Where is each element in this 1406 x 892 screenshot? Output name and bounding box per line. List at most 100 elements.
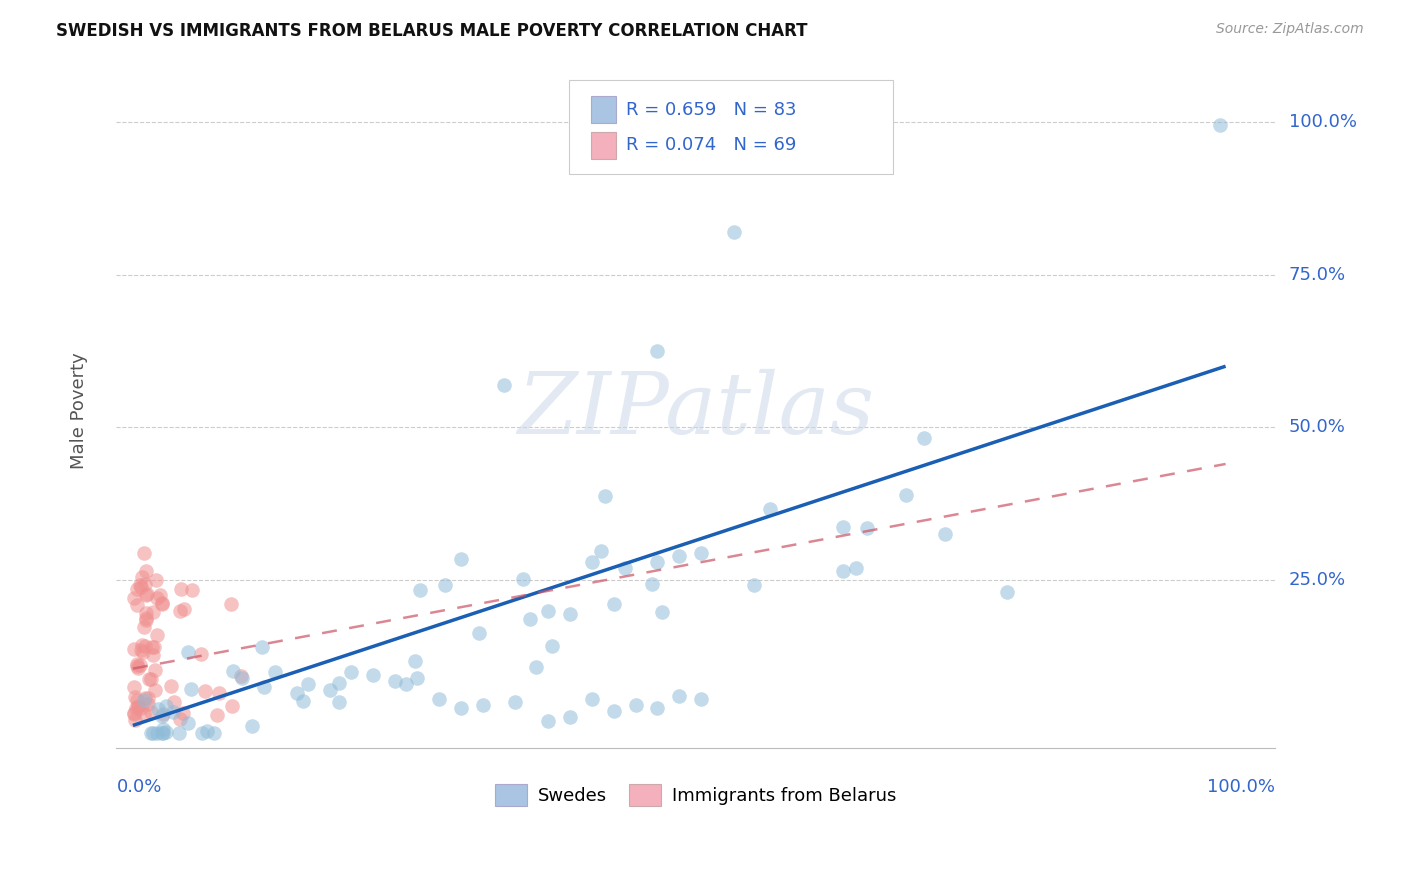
Point bbox=[409, 582, 432, 597]
Point bbox=[537, 604, 560, 618]
Point bbox=[124, 690, 146, 705]
Point bbox=[135, 613, 157, 627]
Point bbox=[160, 679, 183, 693]
Point bbox=[581, 555, 603, 569]
Point bbox=[143, 640, 166, 654]
Point bbox=[152, 725, 174, 739]
Point bbox=[138, 672, 160, 686]
Point bbox=[505, 695, 527, 709]
Point bbox=[340, 665, 363, 679]
Point bbox=[129, 580, 152, 594]
Point bbox=[602, 705, 624, 719]
Point bbox=[152, 723, 174, 737]
Point bbox=[668, 689, 690, 703]
Point bbox=[190, 647, 212, 661]
Point bbox=[221, 698, 243, 713]
Point bbox=[135, 564, 157, 578]
Point bbox=[124, 700, 146, 714]
Point bbox=[285, 686, 308, 700]
Point bbox=[624, 698, 647, 713]
Point bbox=[124, 642, 146, 657]
Point bbox=[141, 640, 163, 654]
Point bbox=[651, 605, 673, 619]
Point bbox=[134, 577, 156, 591]
Point bbox=[252, 640, 274, 655]
Point bbox=[832, 564, 855, 578]
Point bbox=[427, 692, 450, 706]
Point bbox=[136, 697, 159, 711]
Point bbox=[912, 430, 935, 444]
Point bbox=[169, 725, 191, 739]
Point bbox=[995, 585, 1018, 599]
Point bbox=[328, 675, 350, 690]
Point bbox=[150, 596, 173, 610]
Text: R = 0.659   N = 83: R = 0.659 N = 83 bbox=[626, 101, 796, 119]
Point bbox=[172, 706, 194, 721]
Point bbox=[558, 607, 581, 621]
Point bbox=[613, 561, 636, 575]
Point bbox=[434, 578, 457, 592]
Point bbox=[169, 582, 191, 596]
Point bbox=[593, 490, 616, 504]
Point bbox=[169, 604, 191, 618]
Point bbox=[406, 671, 429, 685]
Point bbox=[1209, 118, 1232, 132]
Point bbox=[146, 702, 169, 716]
Point bbox=[384, 673, 406, 688]
Point bbox=[229, 669, 252, 683]
Point bbox=[647, 701, 669, 715]
Point bbox=[177, 715, 200, 730]
Point bbox=[136, 691, 159, 706]
Point bbox=[129, 700, 152, 714]
Point bbox=[124, 713, 146, 727]
Point bbox=[127, 661, 149, 675]
Point bbox=[152, 597, 174, 611]
Point bbox=[647, 554, 669, 568]
Point bbox=[141, 672, 163, 686]
Point bbox=[177, 645, 200, 659]
Point bbox=[581, 692, 603, 706]
Point bbox=[141, 605, 163, 619]
Point bbox=[127, 699, 149, 714]
Point bbox=[240, 718, 263, 732]
Point bbox=[145, 725, 167, 739]
Point bbox=[894, 488, 917, 502]
Point bbox=[163, 695, 186, 709]
Point bbox=[541, 639, 564, 653]
Point bbox=[155, 699, 177, 714]
Point bbox=[253, 680, 276, 694]
Text: SWEDISH VS IMMIGRANTS FROM BELARUS MALE POVERTY CORRELATION CHART: SWEDISH VS IMMIGRANTS FROM BELARUS MALE … bbox=[56, 22, 807, 40]
Point bbox=[142, 725, 165, 739]
Point bbox=[934, 527, 956, 541]
Point bbox=[132, 545, 155, 559]
Point bbox=[207, 708, 229, 723]
Point bbox=[856, 521, 879, 535]
Point bbox=[125, 692, 148, 706]
Point bbox=[194, 683, 217, 698]
Point bbox=[328, 694, 350, 708]
Point bbox=[723, 225, 745, 239]
Point bbox=[180, 682, 202, 697]
Point bbox=[150, 709, 173, 723]
Point bbox=[180, 582, 202, 597]
Point bbox=[132, 620, 155, 634]
Text: 100.0%: 100.0% bbox=[1206, 779, 1275, 797]
Point bbox=[395, 677, 418, 691]
Point bbox=[742, 578, 765, 592]
Point bbox=[132, 645, 155, 659]
Point bbox=[512, 572, 534, 586]
Point bbox=[122, 680, 145, 694]
Point bbox=[222, 664, 245, 678]
Point bbox=[558, 710, 581, 724]
Point bbox=[135, 588, 157, 602]
Point bbox=[264, 665, 287, 679]
Point bbox=[129, 578, 152, 592]
Point bbox=[471, 698, 494, 713]
Point bbox=[832, 520, 855, 534]
Point bbox=[149, 588, 172, 602]
Point bbox=[231, 671, 253, 685]
Point bbox=[537, 714, 560, 728]
Text: 100.0%: 100.0% bbox=[1289, 113, 1357, 131]
Point bbox=[602, 598, 624, 612]
Point bbox=[191, 725, 214, 739]
